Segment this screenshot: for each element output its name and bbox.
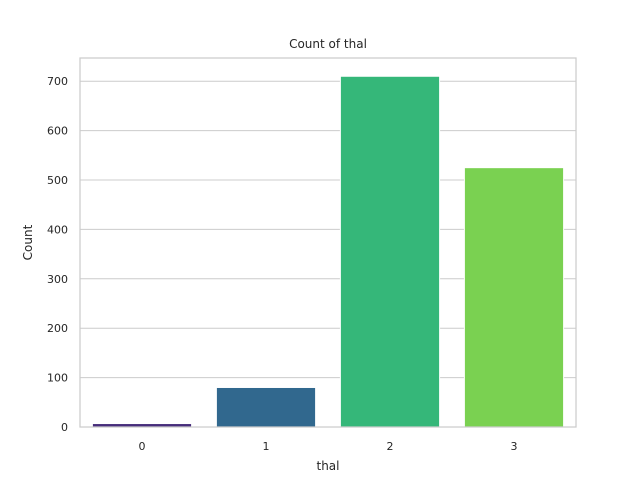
gridlines (80, 80, 576, 428)
y-tick-label: 600 (47, 125, 68, 138)
y-tick-label: 0 (61, 421, 68, 434)
y-tick-label: 500 (47, 174, 68, 187)
bar-3 (463, 167, 565, 428)
bar-1 (215, 386, 317, 428)
x-tick-label: 2 (387, 440, 394, 453)
x-tick-label: 0 (139, 440, 146, 453)
x-tick-label: 3 (511, 440, 518, 453)
y-axis-title: Count (21, 224, 35, 260)
y-tick-label: 300 (47, 273, 68, 286)
y-tick-labels: 0 100 200 300 400 500 600 700 (47, 75, 68, 434)
x-axis-title: thal (317, 459, 340, 473)
y-tick-label: 200 (47, 322, 68, 335)
y-tick-label: 700 (47, 75, 68, 88)
plot-frame (79, 57, 577, 428)
y-tick-label: 400 (47, 223, 68, 236)
bar-2 (339, 75, 441, 428)
chart-title: Count of thal (289, 37, 367, 51)
x-tick-label: 1 (263, 440, 270, 453)
x-tick-labels: 0 1 2 3 (139, 440, 518, 453)
y-tick-label: 100 (47, 372, 68, 385)
bars (91, 75, 565, 428)
